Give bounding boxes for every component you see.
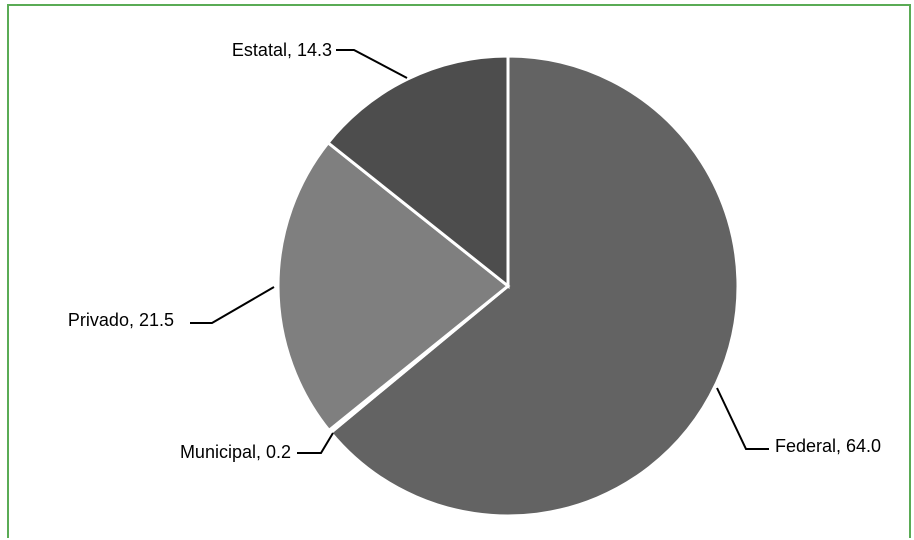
slice-label-municipal: Municipal, 0.2 bbox=[180, 442, 291, 462]
pie-slices bbox=[278, 56, 738, 516]
leader-line-estatal bbox=[336, 50, 407, 78]
leader-line-municipal bbox=[297, 433, 333, 453]
pie-chart: Federal, 64.0 Municipal, 0.2 Privado, 21.5… bbox=[9, 6, 909, 540]
slice-label-federal: Federal, 64.0 bbox=[775, 436, 881, 456]
slice-label-estatal: Estatal, 14.3 bbox=[232, 40, 332, 60]
leader-line-federal bbox=[717, 388, 769, 449]
slice-label-privado: Privado, 21.5 bbox=[68, 310, 174, 330]
chart-frame: Federal, 64.0 Municipal, 0.2 Privado, 21.5… bbox=[7, 4, 911, 538]
leader-line-privado bbox=[190, 287, 274, 323]
